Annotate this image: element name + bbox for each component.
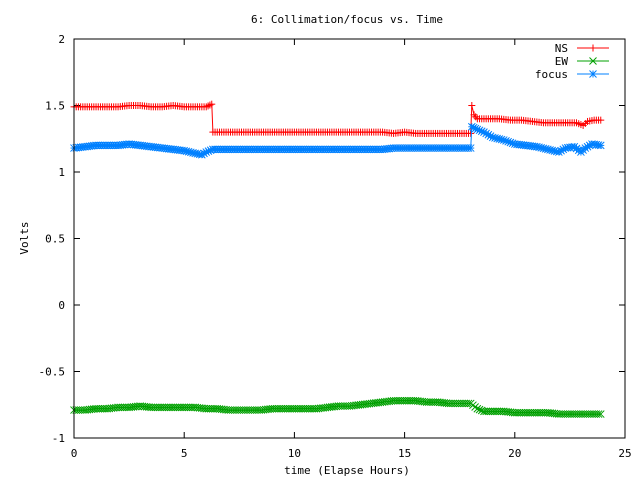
x-tick-label: 20: [508, 447, 521, 460]
marker-stroke: [484, 130, 493, 139]
marker-stroke: [142, 403, 151, 411]
marker-stroke: [215, 405, 224, 413]
marker-stroke: [486, 132, 495, 140]
marker-stroke: [411, 396, 420, 405]
data-point: [208, 100, 216, 108]
marker-stroke: [548, 409, 557, 418]
series-ns: [70, 100, 605, 137]
legend-label: EW: [555, 55, 569, 68]
data-point: [596, 410, 605, 418]
marker-stroke: [438, 398, 446, 407]
marker-stroke: [589, 57, 597, 65]
data-point: [473, 404, 482, 413]
marker-stroke: [433, 398, 442, 406]
data-point: [464, 399, 473, 408]
marker-stroke: [550, 409, 559, 418]
legend-marker: [589, 44, 597, 52]
marker-stroke: [477, 406, 486, 415]
marker-stroke: [213, 404, 222, 413]
marker-stroke: [480, 128, 488, 136]
marker-stroke: [502, 407, 510, 416]
x-tick-label: 15: [398, 447, 411, 460]
marker-stroke: [220, 405, 228, 414]
marker-stroke: [499, 407, 508, 416]
legend-entry: EW: [555, 55, 609, 68]
marker-stroke: [504, 408, 513, 416]
data-point: [468, 102, 476, 109]
x-tick-label: 10: [288, 447, 301, 460]
plot-frame: [73, 38, 626, 439]
marker-stroke: [589, 70, 597, 78]
legend-marker: [589, 70, 597, 78]
marker-stroke: [473, 404, 482, 413]
y-tick-label: 0: [58, 299, 65, 312]
marker-stroke: [475, 405, 484, 414]
y-tick-label: -1: [52, 432, 65, 445]
x-tick-label: 0: [71, 447, 78, 460]
marker-stroke: [436, 398, 444, 407]
legend-entry: focus: [535, 68, 609, 81]
marker-stroke: [195, 404, 204, 412]
marker-stroke: [466, 144, 475, 152]
marker-stroke: [418, 397, 427, 406]
marker-stroke: [596, 141, 605, 150]
y-tick-label: 1: [58, 166, 65, 179]
marker-stroke: [594, 410, 603, 418]
legend-label: NS: [555, 42, 568, 55]
marker-stroke: [440, 399, 449, 407]
data-point: [594, 410, 603, 418]
marker-stroke: [506, 408, 515, 417]
y-axis-label: Volts: [18, 221, 31, 254]
marker-stroke: [482, 129, 491, 138]
marker-stroke: [413, 397, 422, 405]
y-tick-label: 0.5: [45, 233, 65, 246]
y-tick-label: 1.5: [45, 100, 65, 113]
marker-stroke: [546, 409, 554, 417]
marker-stroke: [138, 402, 147, 411]
data-point: [597, 116, 605, 124]
marker-stroke: [217, 405, 226, 414]
marker-stroke: [464, 399, 473, 408]
x-tick-label: 25: [618, 447, 631, 460]
marker-stroke: [544, 408, 552, 417]
x-tick-label: 5: [181, 447, 188, 460]
series-ew: [70, 396, 605, 418]
x-axis-label: time (Elapse Hours): [284, 464, 410, 477]
marker-stroke: [197, 404, 206, 413]
data-point: [466, 144, 475, 152]
marker-stroke: [136, 402, 144, 410]
marker-stroke: [416, 397, 424, 406]
marker-stroke: [140, 402, 149, 411]
legend-entry: NS: [555, 42, 609, 55]
marker-stroke: [596, 410, 605, 418]
legend-label: focus: [535, 68, 568, 81]
y-tick-label: 2: [58, 33, 65, 46]
legend-marker: [589, 57, 597, 65]
series-focus: [70, 122, 605, 159]
data-point: [475, 405, 484, 414]
marker-stroke: [191, 403, 200, 412]
marker-stroke: [193, 403, 202, 412]
data-point: [596, 141, 605, 150]
y-tick-label: -0.5: [39, 366, 66, 379]
chart-title: 6: Collimation/focus vs. Time: [251, 13, 443, 26]
